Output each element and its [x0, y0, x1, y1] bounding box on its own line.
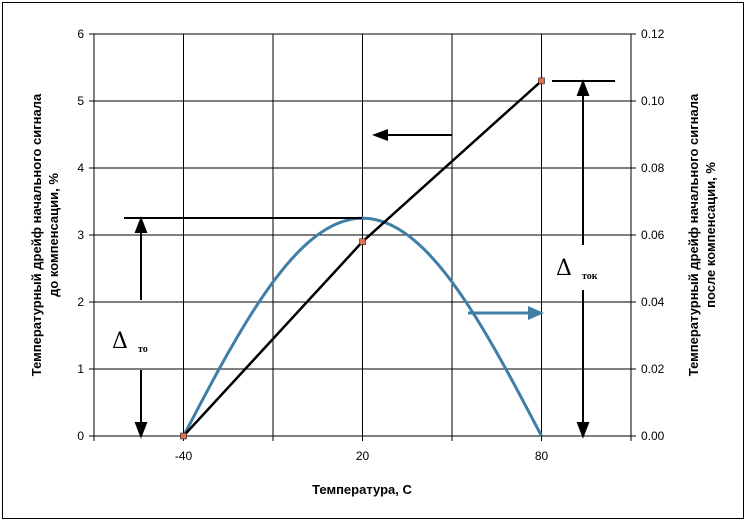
delta-to-arrowhead-down — [134, 422, 148, 439]
left-tick-label: 0 — [77, 429, 84, 443]
delta-tok-subscript: ток — [582, 271, 598, 282]
right-tick-labels: 0.00 0.02 0.04 0.06 0.08 0.10 0.12 — [641, 27, 665, 443]
right-tick-label: 0.00 — [641, 429, 665, 443]
delta-to-arrowhead-up — [134, 216, 148, 233]
right-axis-label-line-2: после компенсации, % — [703, 162, 718, 308]
left-tick-label: 1 — [77, 362, 84, 376]
series-group — [180, 77, 545, 440]
left-tick-labels: 0 1 2 3 4 5 6 — [77, 27, 84, 443]
left-tick-label: 4 — [77, 161, 84, 175]
delta-to-label: Δ то — [108, 318, 168, 358]
left-axis-arrow — [372, 129, 452, 141]
x-tick-label: 80 — [535, 449, 549, 463]
right-tick-label: 0.02 — [641, 362, 665, 376]
delta-tok-symbol: Δ — [556, 256, 572, 281]
left-axis-label-line-1: Температурный дрейф начального сигнала — [29, 93, 44, 376]
delta-tok-arrowhead-down — [576, 422, 590, 439]
x-tick-label: 20 — [356, 449, 370, 463]
right-tick-label: 0.06 — [641, 228, 665, 242]
left-tick-label: 5 — [77, 94, 84, 108]
left-axis-label: Температурный дрейф начального сигнала д… — [29, 93, 61, 376]
x-tick-label: -40 — [175, 449, 193, 463]
annotation-delta-tok — [552, 79, 615, 439]
left-axis-label-line-2: до компенсации, % — [46, 173, 61, 297]
series-left-point — [359, 238, 366, 245]
annotation-delta-to — [124, 216, 362, 439]
delta-tok-label: Δ ток — [553, 248, 611, 286]
x-axis-label: Температура, С — [312, 482, 412, 497]
right-tick-label: 0.04 — [641, 295, 665, 309]
right-tick-label: 0.08 — [641, 161, 665, 175]
right-tick-label: 0.10 — [641, 94, 665, 108]
delta-to-subscript: то — [138, 344, 148, 355]
delta-to-symbol: Δ — [112, 329, 128, 354]
left-tick-label: 3 — [77, 228, 84, 242]
left-tick-label: 2 — [77, 295, 84, 309]
delta-tok-arrowhead-up — [576, 79, 590, 96]
x-tick-labels: -40 20 80 — [175, 449, 549, 463]
right-axis-arrow — [468, 306, 544, 320]
series-right-curve — [182, 216, 543, 437]
right-axis-label-line-1: Температурный дрейф начального сигнала — [686, 93, 701, 376]
series-left-point — [538, 77, 545, 85]
left-tick-label: 6 — [77, 27, 84, 41]
right-axis-label: Температурный дрейф начального сигнала п… — [686, 93, 718, 376]
right-tick-label: 0.12 — [641, 27, 665, 41]
series-left-point — [180, 432, 187, 440]
